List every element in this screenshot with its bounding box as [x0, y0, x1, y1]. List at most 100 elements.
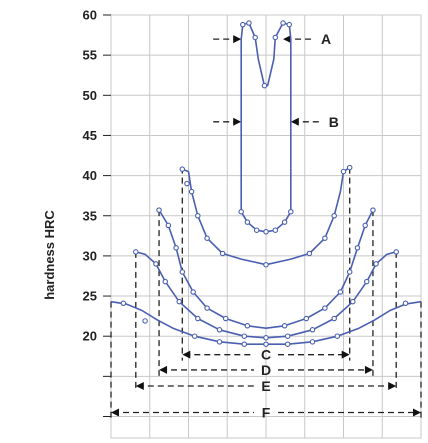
dimension-label-B: B — [329, 114, 339, 130]
data-point — [238, 208, 244, 215]
y-tick-label: 30 — [83, 248, 97, 263]
data-point — [216, 339, 223, 345]
dimension-arrow — [388, 381, 397, 390]
data-point — [309, 327, 316, 333]
dimension-arrow — [233, 117, 242, 126]
data-point — [263, 229, 269, 235]
curve-D — [158, 209, 374, 329]
data-markers — [120, 20, 409, 347]
data-point — [363, 278, 370, 285]
data-point — [284, 333, 291, 339]
y-tick-label: 35 — [83, 208, 97, 223]
data-point — [241, 341, 248, 347]
dimension-arrow — [135, 381, 144, 390]
data-point — [331, 213, 337, 219]
data-point — [306, 250, 313, 257]
data-point — [184, 180, 190, 187]
data-point — [402, 300, 409, 307]
y-tick-label: 60 — [83, 8, 97, 23]
data-point — [179, 166, 186, 172]
data-point — [263, 341, 269, 347]
data-point — [303, 315, 310, 322]
data-point — [219, 250, 226, 257]
dimension-label-A: A — [321, 31, 331, 47]
data-point — [195, 213, 201, 219]
dimension-arrow — [341, 350, 350, 359]
data-point — [190, 289, 196, 295]
data-point — [263, 261, 269, 268]
dimension-arrow — [290, 117, 299, 126]
data-point — [253, 227, 260, 233]
data-point — [331, 315, 337, 322]
dimension-label-E: E — [261, 378, 270, 394]
dimension-arrow — [413, 408, 421, 417]
data-point — [322, 305, 328, 311]
data-point — [288, 208, 294, 215]
data-point — [346, 269, 353, 275]
data-point — [284, 341, 291, 347]
data-point — [188, 188, 195, 195]
data-point — [179, 269, 186, 275]
data-point — [142, 318, 148, 324]
data-point — [346, 164, 353, 171]
data-point — [370, 207, 376, 213]
data-point — [165, 222, 172, 229]
data-point — [252, 34, 258, 41]
data-point — [241, 333, 248, 339]
data-point — [244, 219, 251, 225]
dimension-arrow — [364, 365, 373, 374]
dimension-label-F: F — [262, 404, 271, 420]
y-axis-label: hardness HRC — [42, 210, 57, 300]
data-point — [393, 249, 399, 255]
data-point — [120, 300, 127, 307]
data-point — [309, 339, 316, 345]
data-point — [286, 21, 292, 28]
y-tick-label: 25 — [83, 289, 97, 304]
data-point — [246, 20, 252, 26]
data-point — [354, 245, 361, 251]
data-point — [176, 298, 182, 305]
data-point — [204, 305, 210, 311]
data-point — [195, 315, 201, 322]
data-point — [216, 327, 223, 333]
y-tick-label: 20 — [83, 329, 97, 344]
data-point — [173, 245, 179, 251]
dimension-arrow — [182, 350, 191, 359]
data-point — [280, 20, 286, 26]
y-axis-ticks: 20 25 30 35 40 45 50 55 60 — [83, 8, 111, 417]
data-point — [153, 261, 159, 267]
data-point — [281, 323, 288, 329]
data-point — [204, 235, 210, 241]
data-point — [337, 289, 344, 295]
data-point — [340, 168, 347, 175]
data-point — [261, 82, 268, 89]
y-tick-label: 50 — [83, 88, 97, 103]
data-point — [156, 207, 162, 213]
data-point — [272, 34, 279, 41]
data-point — [281, 219, 288, 225]
data-point — [350, 298, 356, 305]
dimension-arrow — [233, 35, 242, 44]
data-point — [263, 335, 269, 341]
y-tick-label: 40 — [83, 168, 97, 183]
data-point — [334, 333, 341, 339]
data-point — [133, 249, 139, 255]
dimension-label-D: D — [261, 362, 271, 378]
data-point — [162, 278, 169, 285]
data-point — [244, 323, 251, 329]
dimension-arrow — [159, 365, 168, 374]
data-point — [373, 261, 379, 267]
data-point — [240, 21, 246, 28]
dimension-arrow — [283, 35, 292, 44]
y-tick-label: 45 — [83, 128, 97, 143]
y-tick-label: 55 — [83, 48, 97, 63]
data-point — [272, 227, 279, 233]
data-point — [362, 222, 368, 229]
dimension-arrow — [111, 408, 119, 417]
data-point — [322, 235, 328, 241]
dimension-label-C: C — [261, 347, 271, 363]
data-point — [222, 315, 229, 322]
data-point — [191, 333, 198, 339]
